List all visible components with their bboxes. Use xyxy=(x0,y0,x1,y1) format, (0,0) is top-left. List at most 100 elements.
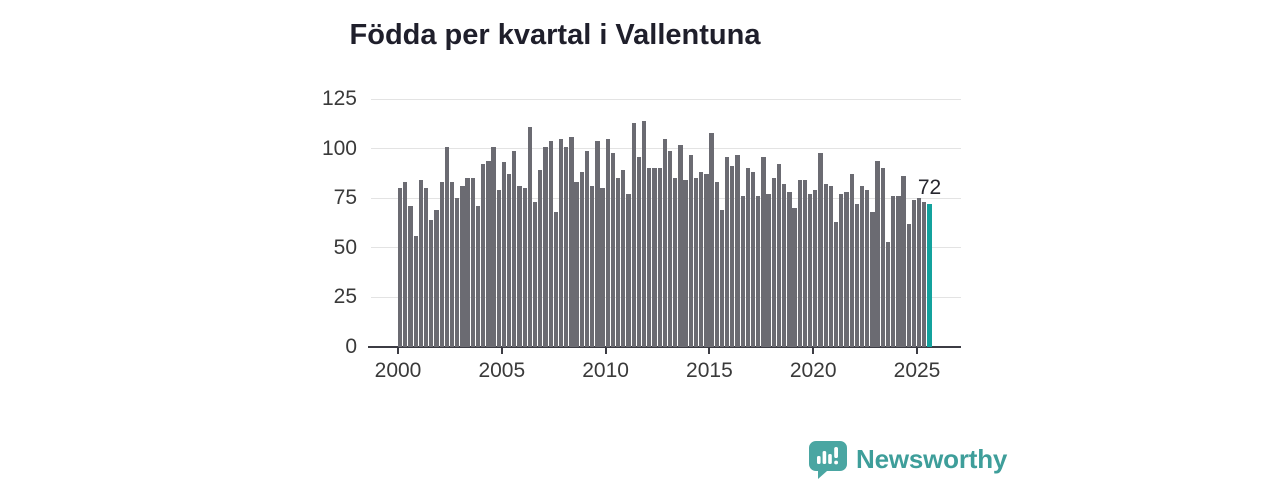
bar xyxy=(813,190,818,347)
bar xyxy=(475,206,481,347)
bar xyxy=(522,188,527,347)
y-axis-tick-label: 75 xyxy=(333,186,357,210)
bar xyxy=(844,192,849,347)
bar xyxy=(600,188,605,347)
bar xyxy=(569,136,574,347)
bar xyxy=(776,164,782,347)
bar xyxy=(501,162,507,347)
bar xyxy=(434,210,439,347)
bar xyxy=(626,194,631,347)
bar xyxy=(455,198,460,347)
bar xyxy=(491,146,496,347)
bar xyxy=(486,160,491,347)
bar xyxy=(678,144,683,347)
bar xyxy=(735,154,740,347)
y-axis-tick-label: 100 xyxy=(321,136,357,160)
bar xyxy=(859,186,865,347)
y-axis-tick-label: 25 xyxy=(333,285,357,309)
bar xyxy=(621,170,626,347)
bar xyxy=(641,120,647,347)
bar xyxy=(548,140,553,347)
bar xyxy=(605,138,610,347)
bar xyxy=(865,190,870,347)
bar xyxy=(413,235,418,347)
bar xyxy=(657,168,662,347)
bar xyxy=(750,172,756,347)
bar xyxy=(667,150,673,347)
bar xyxy=(719,210,725,347)
bar xyxy=(797,180,802,347)
bar xyxy=(403,182,408,347)
bar xyxy=(527,126,533,347)
x-axis-tick-label: 2025 xyxy=(893,359,941,382)
bar xyxy=(766,194,771,347)
bar xyxy=(590,186,595,347)
bar xyxy=(610,152,616,347)
bar xyxy=(787,192,792,347)
highlighted-bar xyxy=(927,204,932,347)
x-axis-tick xyxy=(812,347,815,354)
bar xyxy=(564,146,569,347)
x-axis-tick-label: 2005 xyxy=(478,359,526,382)
bar xyxy=(911,200,917,347)
bar xyxy=(771,178,776,347)
bar xyxy=(839,194,844,347)
x-axis-tick xyxy=(708,347,711,354)
bar xyxy=(917,198,922,347)
bar xyxy=(506,174,512,347)
bar xyxy=(849,174,854,347)
bar xyxy=(543,146,548,347)
bar xyxy=(875,160,880,347)
x-axis-tick-label: 2020 xyxy=(789,359,837,382)
bar xyxy=(408,206,413,347)
bar xyxy=(579,172,584,347)
bar xyxy=(429,220,434,347)
bar xyxy=(896,196,901,347)
bar xyxy=(818,152,823,347)
bar xyxy=(922,202,927,347)
bar xyxy=(823,184,828,347)
chart-title: Födda per kvartal i Vallentuna xyxy=(349,19,761,52)
x-axis-tick xyxy=(397,347,399,354)
bar xyxy=(724,156,730,347)
bar xyxy=(595,140,600,347)
bar xyxy=(880,168,885,347)
bar xyxy=(802,180,808,347)
bar xyxy=(439,182,444,347)
bar xyxy=(761,156,766,347)
y-axis-tick-label: 50 xyxy=(333,235,357,259)
bar xyxy=(756,196,761,347)
newsworthy-logo-text: Newsworthy xyxy=(856,444,1008,474)
bar xyxy=(460,186,465,347)
bar xyxy=(745,168,751,347)
bar xyxy=(808,194,813,347)
bar xyxy=(901,176,906,347)
bar xyxy=(470,178,475,347)
bar xyxy=(782,184,787,347)
bar xyxy=(465,178,470,347)
bar xyxy=(615,178,621,347)
bar xyxy=(532,202,538,347)
bar xyxy=(636,156,642,347)
bar xyxy=(906,223,911,347)
bar xyxy=(709,132,714,347)
bar xyxy=(449,182,455,347)
bar xyxy=(704,174,709,347)
x-axis-tick-label: 2015 xyxy=(686,359,733,382)
x-axis-tick xyxy=(500,347,503,354)
bar xyxy=(828,186,834,347)
bar xyxy=(673,178,678,347)
last-bar-value-label: 72 xyxy=(917,176,942,200)
bar xyxy=(647,168,652,347)
bar xyxy=(833,222,839,347)
x-axis-tick-label: 2000 xyxy=(374,359,422,382)
newsworthy-logo-icon xyxy=(809,441,847,479)
bar xyxy=(538,170,543,347)
bar xyxy=(792,208,797,347)
bar xyxy=(496,190,501,347)
bar xyxy=(574,182,579,347)
bar xyxy=(683,180,688,347)
bar xyxy=(854,204,860,347)
bar xyxy=(870,212,875,347)
